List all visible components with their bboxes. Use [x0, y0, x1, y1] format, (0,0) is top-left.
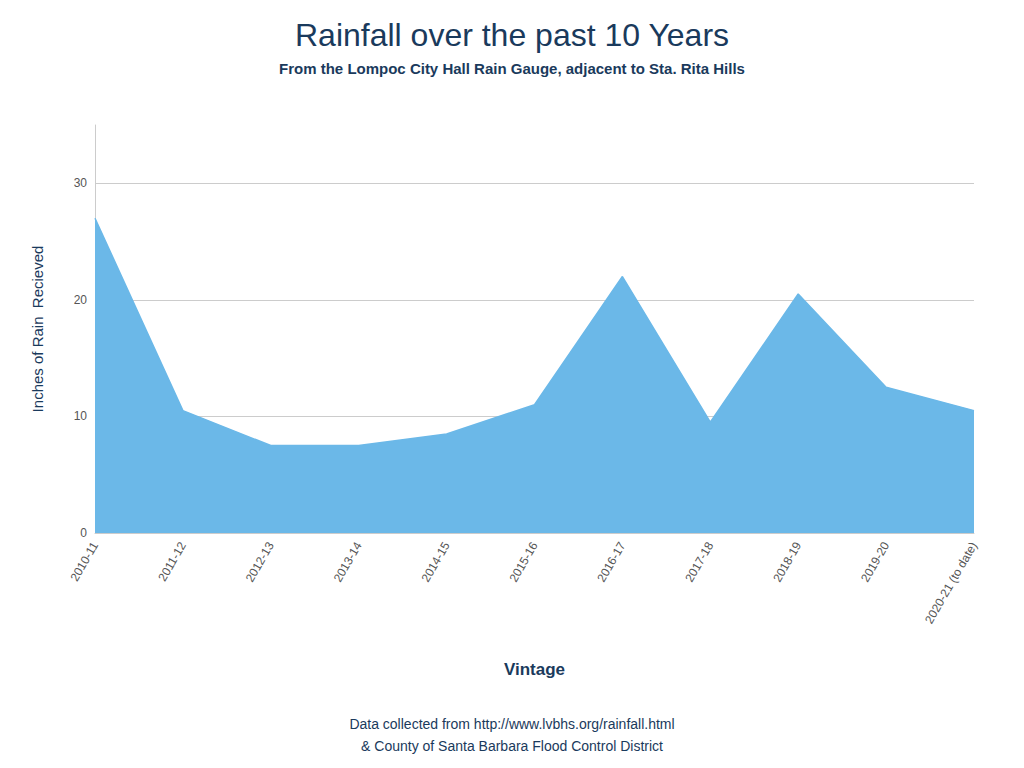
svg-text:2011-12: 2011-12 — [155, 539, 189, 584]
svg-text:2012-13: 2012-13 — [243, 539, 277, 584]
svg-text:0: 0 — [80, 526, 87, 540]
svg-text:2020-21 (to date): 2020-21 (to date) — [922, 539, 980, 626]
svg-text:Vintage: Vintage — [504, 660, 565, 679]
svg-text:10: 10 — [74, 409, 88, 423]
svg-text:Data collected from http://www: Data collected from http://www.lvbhs.org… — [349, 716, 674, 732]
svg-text:2016-17: 2016-17 — [594, 539, 628, 584]
svg-text:2018-19: 2018-19 — [770, 539, 804, 584]
svg-text:Inches of Rain Recieved: Inches of Rain Recieved — [29, 246, 46, 413]
svg-text:20: 20 — [74, 293, 88, 307]
svg-text:30: 30 — [74, 176, 88, 190]
svg-text:2015-16: 2015-16 — [506, 539, 540, 584]
svg-text:& County of Santa Barbara Floo: & County of Santa Barbara Flood Control … — [361, 738, 663, 754]
svg-text:2014-15: 2014-15 — [419, 539, 453, 584]
svg-text:2010-11: 2010-11 — [67, 539, 101, 584]
svg-text:2013-14: 2013-14 — [331, 539, 365, 584]
svg-text:2019-20: 2019-20 — [858, 539, 892, 584]
svg-text:From the Lompoc City Hall Rain: From the Lompoc City Hall Rain Gauge, ad… — [279, 60, 745, 77]
svg-text:Rainfall over the past 10 Year: Rainfall over the past 10 Years — [295, 17, 729, 53]
svg-text:2017-18: 2017-18 — [682, 539, 716, 584]
